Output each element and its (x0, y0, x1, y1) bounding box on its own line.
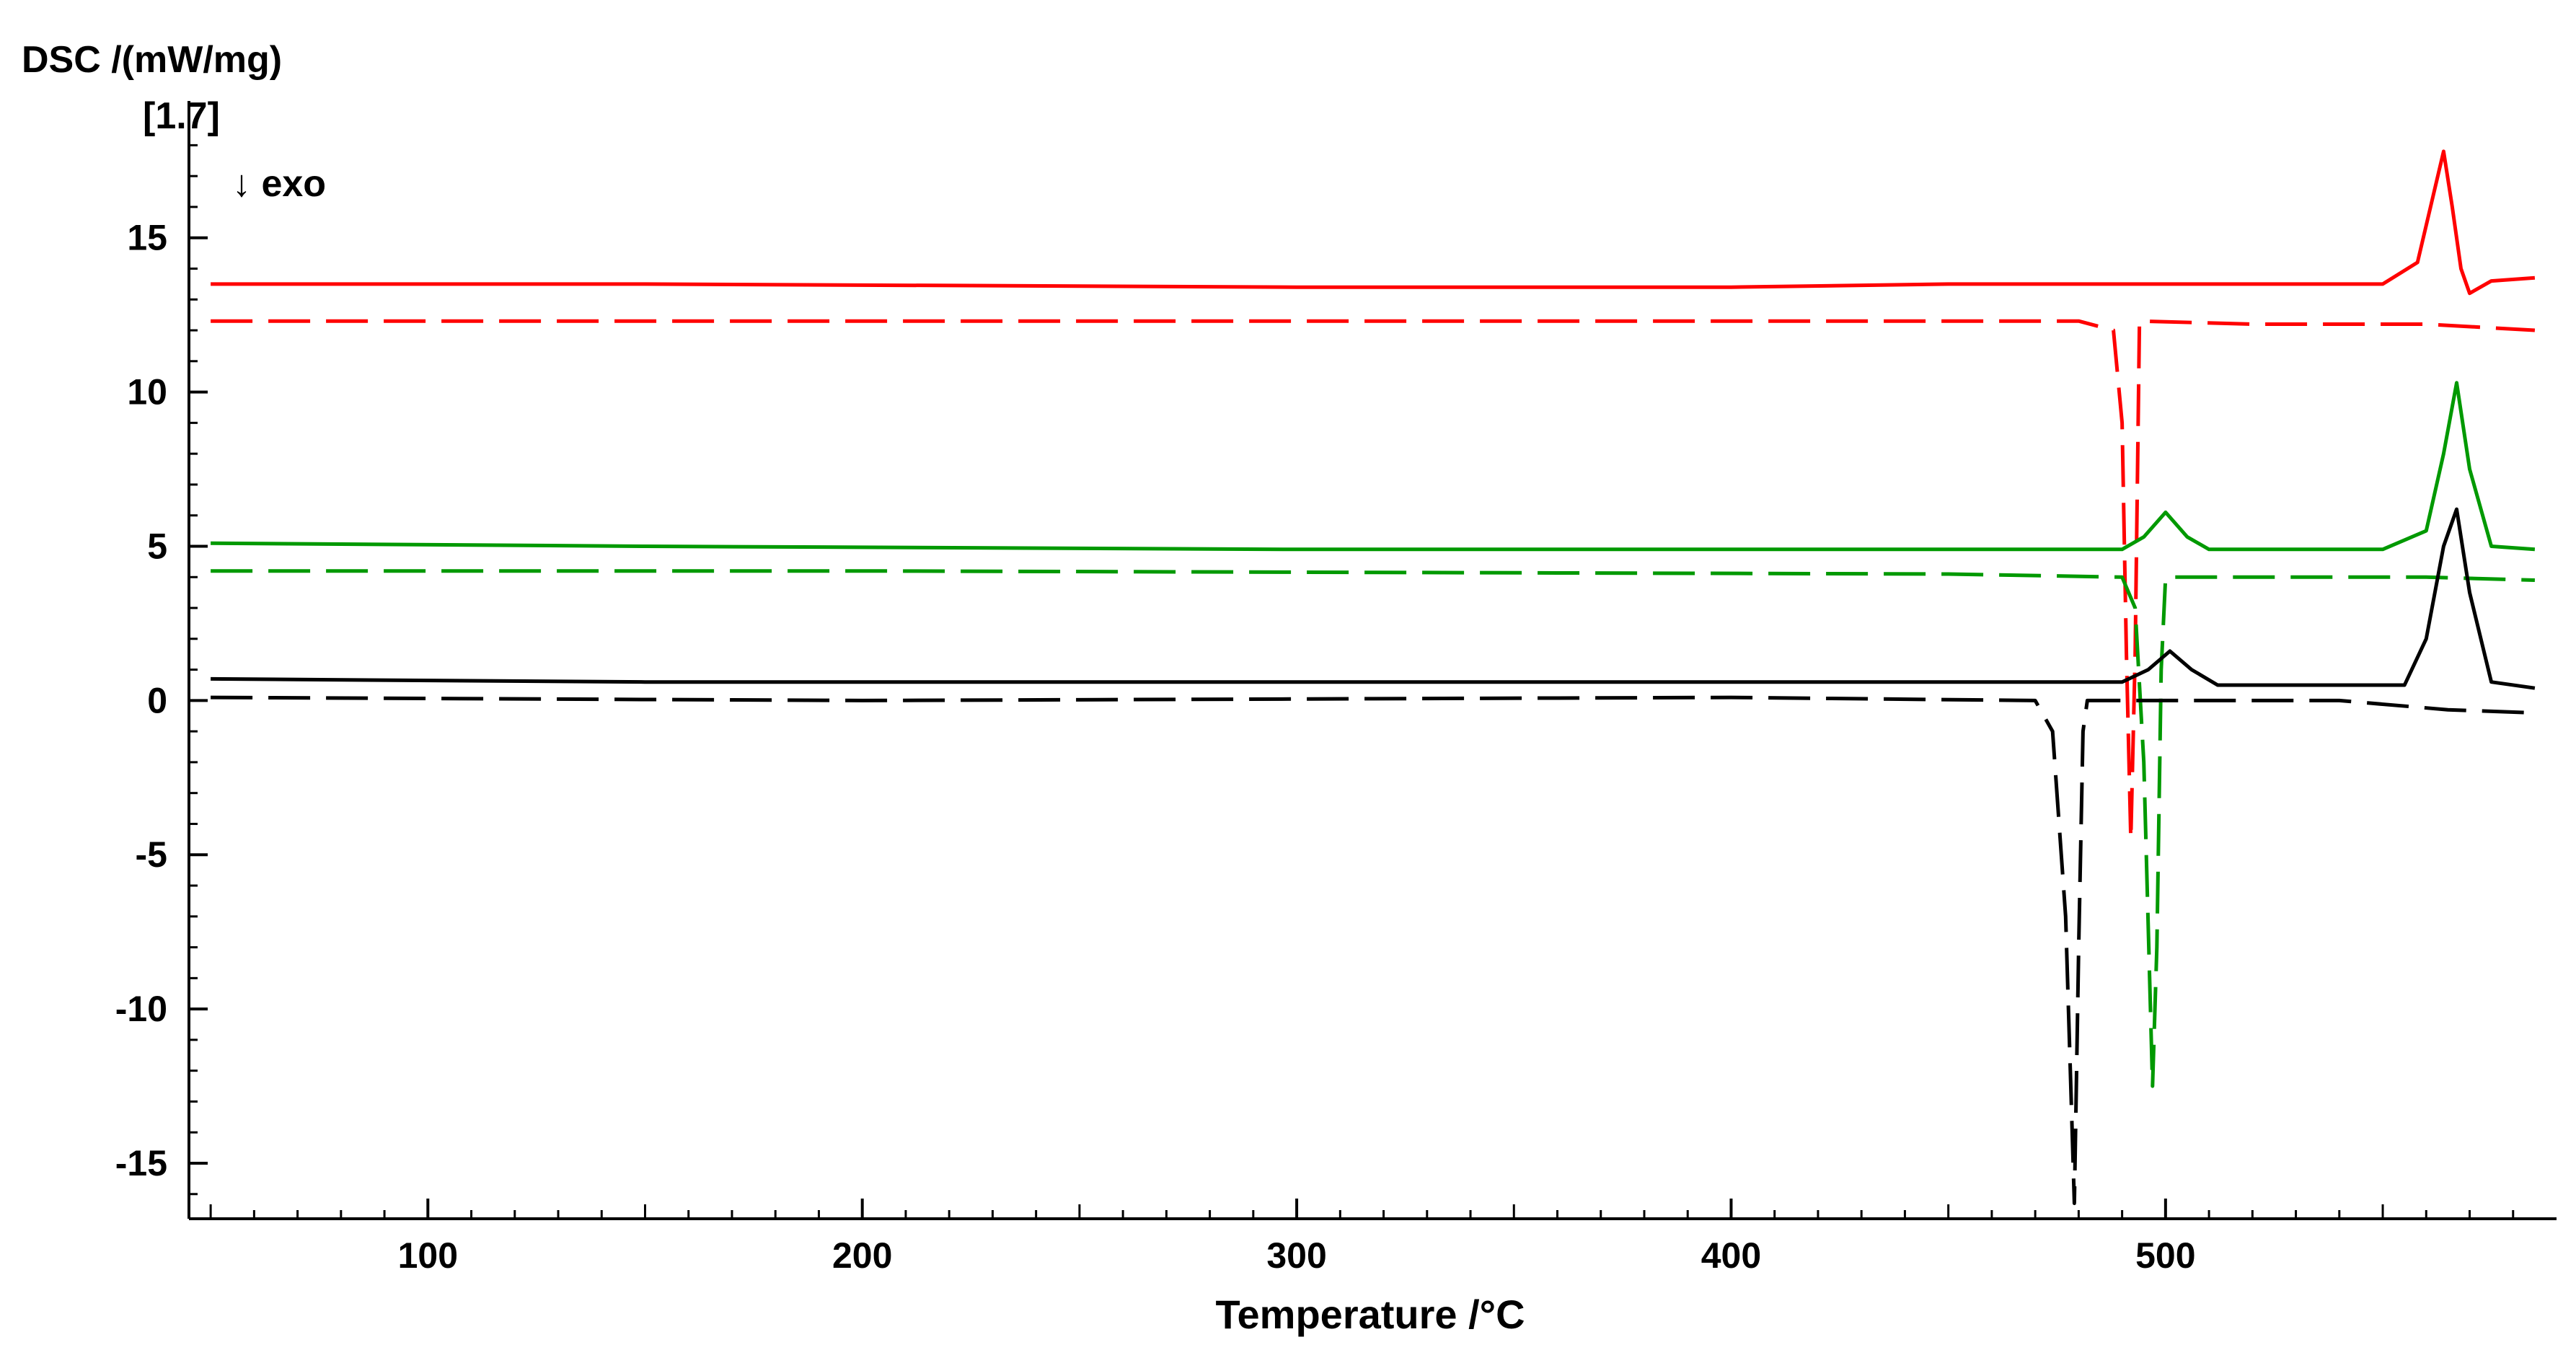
x-tick-label: 300 (1266, 1235, 1326, 1276)
exo-annotation: ↓ exo (232, 163, 326, 205)
y-axis-sublabel: [1.7] (143, 95, 220, 137)
x-tick-label: 200 (832, 1235, 892, 1276)
y-tick-label: -10 (115, 989, 167, 1029)
y-tick-label: 10 (127, 372, 167, 412)
series-line-5-solid (211, 507, 2536, 690)
y-tick-label: -5 (136, 834, 167, 875)
y-tick-label: 5 (147, 526, 167, 566)
x-tick-label: 400 (1701, 1235, 1761, 1276)
series-line-2-dashed (211, 319, 2536, 842)
y-tick-label: 15 (127, 218, 167, 258)
x-tick-label: 100 (398, 1235, 458, 1276)
series-line-6-dashed (211, 695, 2535, 1206)
series-line-4-dashed (211, 569, 2535, 1088)
y-tick-label: 0 (147, 680, 167, 720)
series-layer (211, 149, 2536, 1206)
x-tick-label: 500 (2135, 1235, 2195, 1276)
series-line-3-solid (211, 381, 2536, 552)
x-axis-label: Temperature /°C (1215, 1292, 1525, 1337)
axes-layer: 15 10 5 0 -5 -10 -15 100 200 300 400 500 (115, 101, 2557, 1276)
series-line-1-solid (211, 149, 2536, 296)
y-tick-label: -15 (115, 1143, 167, 1183)
y-axis-label: DSC /(mW/mg) (22, 39, 282, 81)
